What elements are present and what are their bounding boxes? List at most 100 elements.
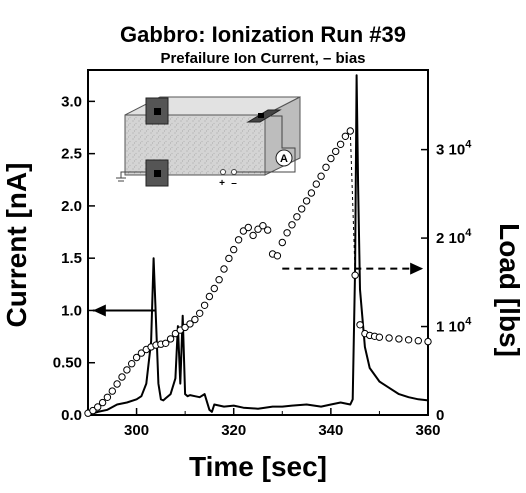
y2-tick-exponent: 4 [465, 139, 472, 151]
load-point [191, 315, 199, 324]
load-point [322, 163, 330, 172]
ammeter-icon [275, 149, 293, 167]
x-tick-label: 300 [124, 422, 149, 439]
load-point [181, 323, 189, 332]
y-axis-label: Current [nA] [1, 163, 32, 328]
chart-title: Gabbro: Ionization Run #39 [119, 22, 406, 47]
y-tick-label: 3.0 [61, 93, 82, 110]
load-point [220, 265, 228, 273]
polarity-minus: – [231, 178, 237, 189]
load-point [302, 197, 311, 205]
y-tick-label: 1.5 [61, 250, 82, 267]
load-point [346, 127, 354, 135]
y2-tick-base: 0 [436, 407, 444, 424]
y2-tick-base: 2 10 [436, 230, 465, 247]
plot-frame [87, 69, 429, 416]
load-point [200, 301, 209, 309]
load-point [249, 231, 257, 240]
load-point [351, 271, 359, 279]
load-point [356, 321, 364, 329]
load-point [341, 132, 350, 141]
load-point [254, 225, 262, 233]
load-point [205, 292, 214, 301]
load-point [327, 154, 335, 163]
load-point [94, 403, 102, 411]
load-point [230, 245, 238, 254]
load-point [317, 172, 325, 180]
load-point [414, 337, 422, 345]
load-point [385, 334, 393, 342]
load-point [113, 380, 121, 388]
x-tick-label: 320 [221, 422, 246, 439]
load-point [98, 398, 107, 407]
x-tick-label: 360 [415, 422, 440, 439]
load-point [293, 213, 301, 221]
x-axis-label: Time [sec] [189, 451, 327, 482]
y2-tick-exponent: 4 [465, 316, 472, 328]
circuit-wire [120, 171, 146, 178]
load-point [132, 353, 141, 362]
y2-axis-label: Load [lbs] [494, 223, 525, 357]
current-series-line [87, 74, 429, 416]
load-point [234, 236, 243, 244]
load-point [123, 366, 131, 374]
load-point [298, 205, 306, 213]
inset-schematic: + – A [116, 96, 301, 189]
load-point [215, 276, 223, 284]
load-point [332, 147, 340, 156]
ammeter-label: A [280, 153, 288, 165]
y-tick-label: 2.0 [61, 198, 82, 215]
load-point [108, 387, 117, 395]
y2-tick-label: 2 104 [436, 227, 472, 247]
load-point [278, 238, 286, 247]
arrow-head [410, 262, 424, 275]
load-point [336, 140, 345, 149]
load-point [186, 320, 194, 328]
y-tick-label: 1.0 [61, 302, 82, 319]
load-point [395, 335, 403, 343]
load-point [89, 406, 97, 415]
terminal [220, 169, 226, 175]
load-point [288, 221, 296, 229]
x-tick-label: 340 [318, 422, 343, 439]
arrow-head [92, 304, 106, 317]
chart-subtitle: Prefailure Ion Current, – bias [160, 50, 366, 67]
y2-tick-exponent: 4 [465, 227, 472, 239]
load-point [244, 223, 253, 232]
y2-tick-label: 1 104 [436, 316, 472, 336]
load-point [196, 309, 204, 317]
polarity-plus: + [219, 178, 225, 189]
load-point [239, 227, 248, 235]
y-tick-label: 0.0 [61, 407, 82, 424]
load-point [103, 393, 112, 401]
y-tick-label: 0.50 [53, 355, 82, 372]
load-point [375, 333, 384, 341]
load-point [210, 284, 219, 293]
load-point [259, 222, 267, 230]
y2-tick-label: 3 104 [436, 139, 472, 159]
load-point [283, 229, 291, 237]
load-point [264, 226, 272, 234]
load-point [128, 360, 136, 368]
load-drop-line [349, 131, 356, 276]
terminal [231, 169, 237, 175]
electrode-contact [154, 108, 161, 115]
circuit-wire [232, 115, 296, 173]
load-point [307, 189, 316, 197]
y2-tick-label: 0 [436, 407, 444, 424]
y-tick-label: 2.5 [61, 146, 82, 163]
load-point [225, 254, 233, 263]
load-point [171, 329, 180, 338]
load-point [424, 337, 432, 346]
electrode-contact [258, 113, 264, 118]
load-point [273, 252, 282, 260]
load-point [312, 180, 320, 188]
load-point [118, 373, 126, 381]
load-point [404, 336, 413, 344]
electrode-contact [154, 170, 161, 177]
load-point [162, 339, 170, 347]
y2-tick-base: 1 10 [436, 319, 465, 336]
load-point [137, 349, 146, 357]
y2-tick-base: 3 10 [436, 142, 465, 159]
